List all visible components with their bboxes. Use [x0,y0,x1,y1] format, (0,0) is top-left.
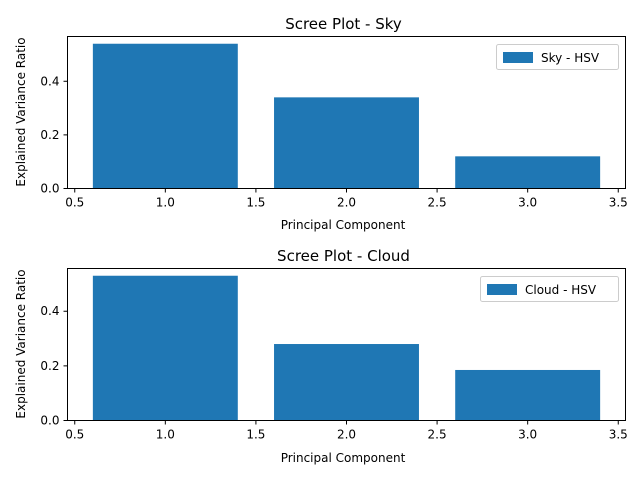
x-axis-label: Principal Component [281,218,406,232]
legend: Cloud - HSV [480,276,619,302]
y-tick-label: 0.4 [40,304,59,318]
bar [274,344,419,421]
bar [92,43,238,189]
legend-swatch [487,284,517,295]
legend-box [480,276,619,302]
y-ticks: 0.0 0.2 0.4 [40,74,68,196]
chart-title: Scree Plot - Sky [285,15,402,33]
x-ticks: 0.5 1.0 1.5 2.0 2.5 3.0 3.5 [65,188,628,210]
bar [274,97,419,189]
x-ticks: 0.5 1.0 1.5 2.0 2.5 3.0 3.5 [65,420,628,442]
x-tick-label: 2.0 [337,428,356,442]
bar [455,369,601,421]
bars-group [92,43,601,189]
legend-label: Cloud - HSV [525,283,597,297]
x-tick-label: 3.5 [609,428,628,442]
x-tick-label: 1.0 [156,196,175,210]
x-tick-label: 0.5 [65,428,84,442]
x-tick-label: 0.5 [65,196,84,210]
axes-frame [67,36,626,189]
y-ticks: 0.0 0.2 0.4 [40,304,68,428]
bar [92,275,238,421]
x-tick-label: 1.5 [246,196,265,210]
axes-frame [67,268,626,421]
legend-box [496,44,619,70]
x-tick-label: 2.5 [428,196,447,210]
legend: Sky - HSV [496,44,619,70]
bar [455,156,601,189]
x-tick-label: 1.5 [246,428,265,442]
x-tick-label: 2.5 [428,428,447,442]
legend-swatch [503,52,533,63]
x-tick-label: 1.0 [156,428,175,442]
y-axis-label: Explained Variance Ratio [14,269,28,418]
x-tick-label: 2.0 [337,196,356,210]
y-tick-label: 0.0 [40,182,59,196]
y-tick-label: 0.4 [40,74,59,88]
subplot-sky: Scree Plot - Sky 0.5 1.0 1.5 2.0 2.5 3.0 3.5 0… [14,15,628,232]
x-tick-label: 3.5 [609,196,628,210]
x-tick-label: 3.0 [518,428,537,442]
x-tick-label: 3.0 [518,196,537,210]
bars-group [92,275,601,421]
x-axis-label: Principal Component [281,451,406,465]
y-tick-label: 0.2 [40,128,59,142]
legend-label: Sky - HSV [541,51,600,65]
subplot-cloud: Scree Plot - Cloud 0.5 1.0 1.5 2.0 2.5 3.0 3.5… [14,247,628,465]
y-tick-label: 0.2 [40,359,59,373]
chart-title: Scree Plot - Cloud [277,247,410,265]
y-tick-label: 0.0 [40,414,59,428]
y-axis-label: Explained Variance Ratio [14,37,28,186]
